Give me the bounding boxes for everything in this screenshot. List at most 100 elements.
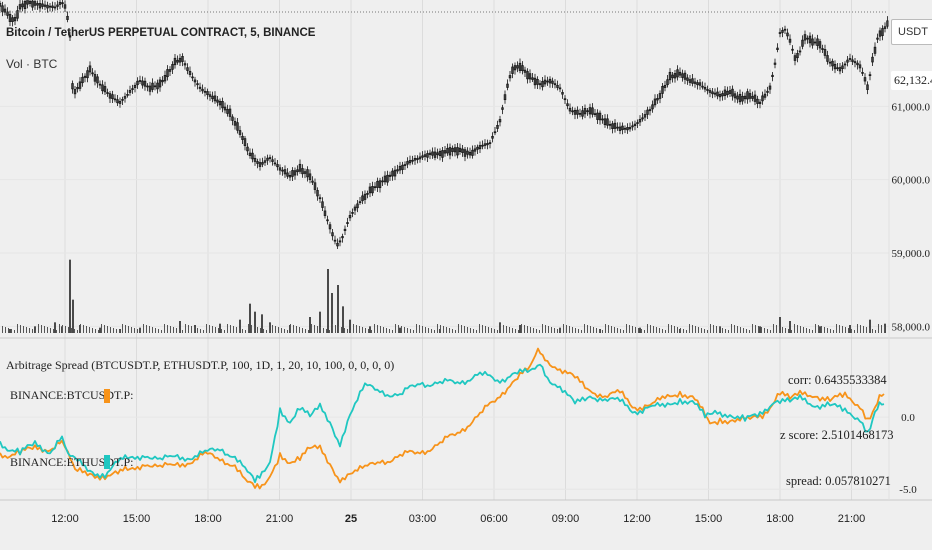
candle-body xyxy=(366,193,369,195)
volume-bar xyxy=(848,328,849,333)
volume-bar xyxy=(779,317,781,333)
volume-bar xyxy=(212,326,213,333)
volume-bar xyxy=(767,329,768,333)
volume-bar xyxy=(596,328,597,333)
volume-bar xyxy=(398,325,399,333)
candle-body xyxy=(406,161,409,165)
volume-bar xyxy=(257,327,258,333)
candle-body xyxy=(343,228,347,231)
volume-bar xyxy=(518,330,519,333)
volume-bar xyxy=(89,327,90,333)
volume-bar xyxy=(494,329,495,333)
volume-bar xyxy=(759,326,761,333)
volume-bar xyxy=(11,329,12,333)
volume-bar xyxy=(188,325,189,333)
candle-body xyxy=(238,130,242,135)
candle-body xyxy=(116,99,119,104)
candle-body xyxy=(33,1,37,6)
candle-body xyxy=(738,93,742,103)
volume-bar xyxy=(317,326,318,333)
candle-body xyxy=(338,240,342,243)
volume-bar xyxy=(302,328,303,333)
symbol-title[interactable]: Bitcoin / TetherUS PERPETUAL CONTRACT, 5… xyxy=(6,27,316,39)
volume-bar xyxy=(719,327,720,333)
indicator-title[interactable]: Arbitrage Spread (BTCUSDT.P, ETHUSDT.P, … xyxy=(6,358,395,372)
volume-bar xyxy=(296,326,297,333)
volume-bar xyxy=(620,329,621,333)
candle-body xyxy=(341,236,344,239)
volume-bar xyxy=(365,328,366,333)
candle-body xyxy=(108,93,112,99)
candle-body xyxy=(711,91,714,95)
candle-body xyxy=(226,109,229,114)
candle-body xyxy=(816,38,819,46)
volume-bar xyxy=(776,325,777,333)
candle-body xyxy=(801,39,804,47)
candle-body xyxy=(588,107,592,115)
candle-body xyxy=(726,91,729,95)
candle-body xyxy=(178,57,182,63)
volume-bar xyxy=(219,323,221,333)
candle-body xyxy=(528,73,532,80)
candle-body xyxy=(636,122,639,124)
eth-spread-line xyxy=(0,363,885,484)
candle-body xyxy=(496,124,499,129)
candle-body xyxy=(683,72,687,80)
candle-body xyxy=(853,61,857,64)
time-tick-label: 09:00 xyxy=(552,513,580,525)
candle-body xyxy=(23,1,27,9)
candle-body xyxy=(551,80,554,84)
candle-body xyxy=(708,90,712,93)
candle-body xyxy=(643,114,647,118)
candle-body xyxy=(721,93,724,97)
candle-body xyxy=(493,131,497,134)
volume-bar xyxy=(569,326,570,333)
volume-bar xyxy=(251,325,252,333)
volume-bar xyxy=(161,330,162,333)
candle-body xyxy=(388,174,392,177)
candle-body xyxy=(861,72,864,74)
volume-bar xyxy=(29,328,30,333)
volume-bar xyxy=(194,327,195,333)
volume-bar xyxy=(233,326,234,333)
candle-body xyxy=(158,79,162,88)
currency-button[interactable]: USDT xyxy=(891,19,932,45)
volume-label[interactable]: Vol · BTC xyxy=(6,57,58,71)
volume-bar xyxy=(473,329,474,333)
candle-body xyxy=(123,96,127,99)
candle-body xyxy=(468,151,472,156)
candle-body xyxy=(663,84,667,88)
candle-body xyxy=(561,92,564,95)
volume-bar xyxy=(839,325,840,333)
volume-bar xyxy=(249,303,251,333)
candle-body xyxy=(871,56,874,63)
candle-body xyxy=(78,81,82,89)
volume-bar xyxy=(662,329,663,333)
candle-body xyxy=(286,172,289,177)
candle-body xyxy=(568,107,572,112)
candle-body xyxy=(606,118,609,126)
volume-bar xyxy=(509,327,510,333)
candle-body xyxy=(811,38,814,46)
volume-bar xyxy=(47,327,48,333)
candle-body xyxy=(441,150,444,158)
candle-body xyxy=(96,76,99,84)
volume-bar xyxy=(488,327,489,333)
candle-body xyxy=(181,56,184,62)
candle-body xyxy=(516,65,519,69)
volume-bar xyxy=(14,330,15,333)
candle-body xyxy=(641,117,644,120)
volume-bar xyxy=(53,329,54,333)
candle-body xyxy=(586,110,589,113)
volume-bar xyxy=(572,327,573,333)
candle-body xyxy=(198,86,202,89)
volume-bar xyxy=(497,330,498,333)
candle-body xyxy=(296,169,299,173)
volume-bar xyxy=(327,269,329,333)
volume-bar xyxy=(656,327,657,333)
candle-body xyxy=(666,79,669,86)
price-tick-label: 59,000.0 xyxy=(892,248,931,260)
volume-bar xyxy=(503,325,504,333)
volume-bar xyxy=(176,328,177,333)
